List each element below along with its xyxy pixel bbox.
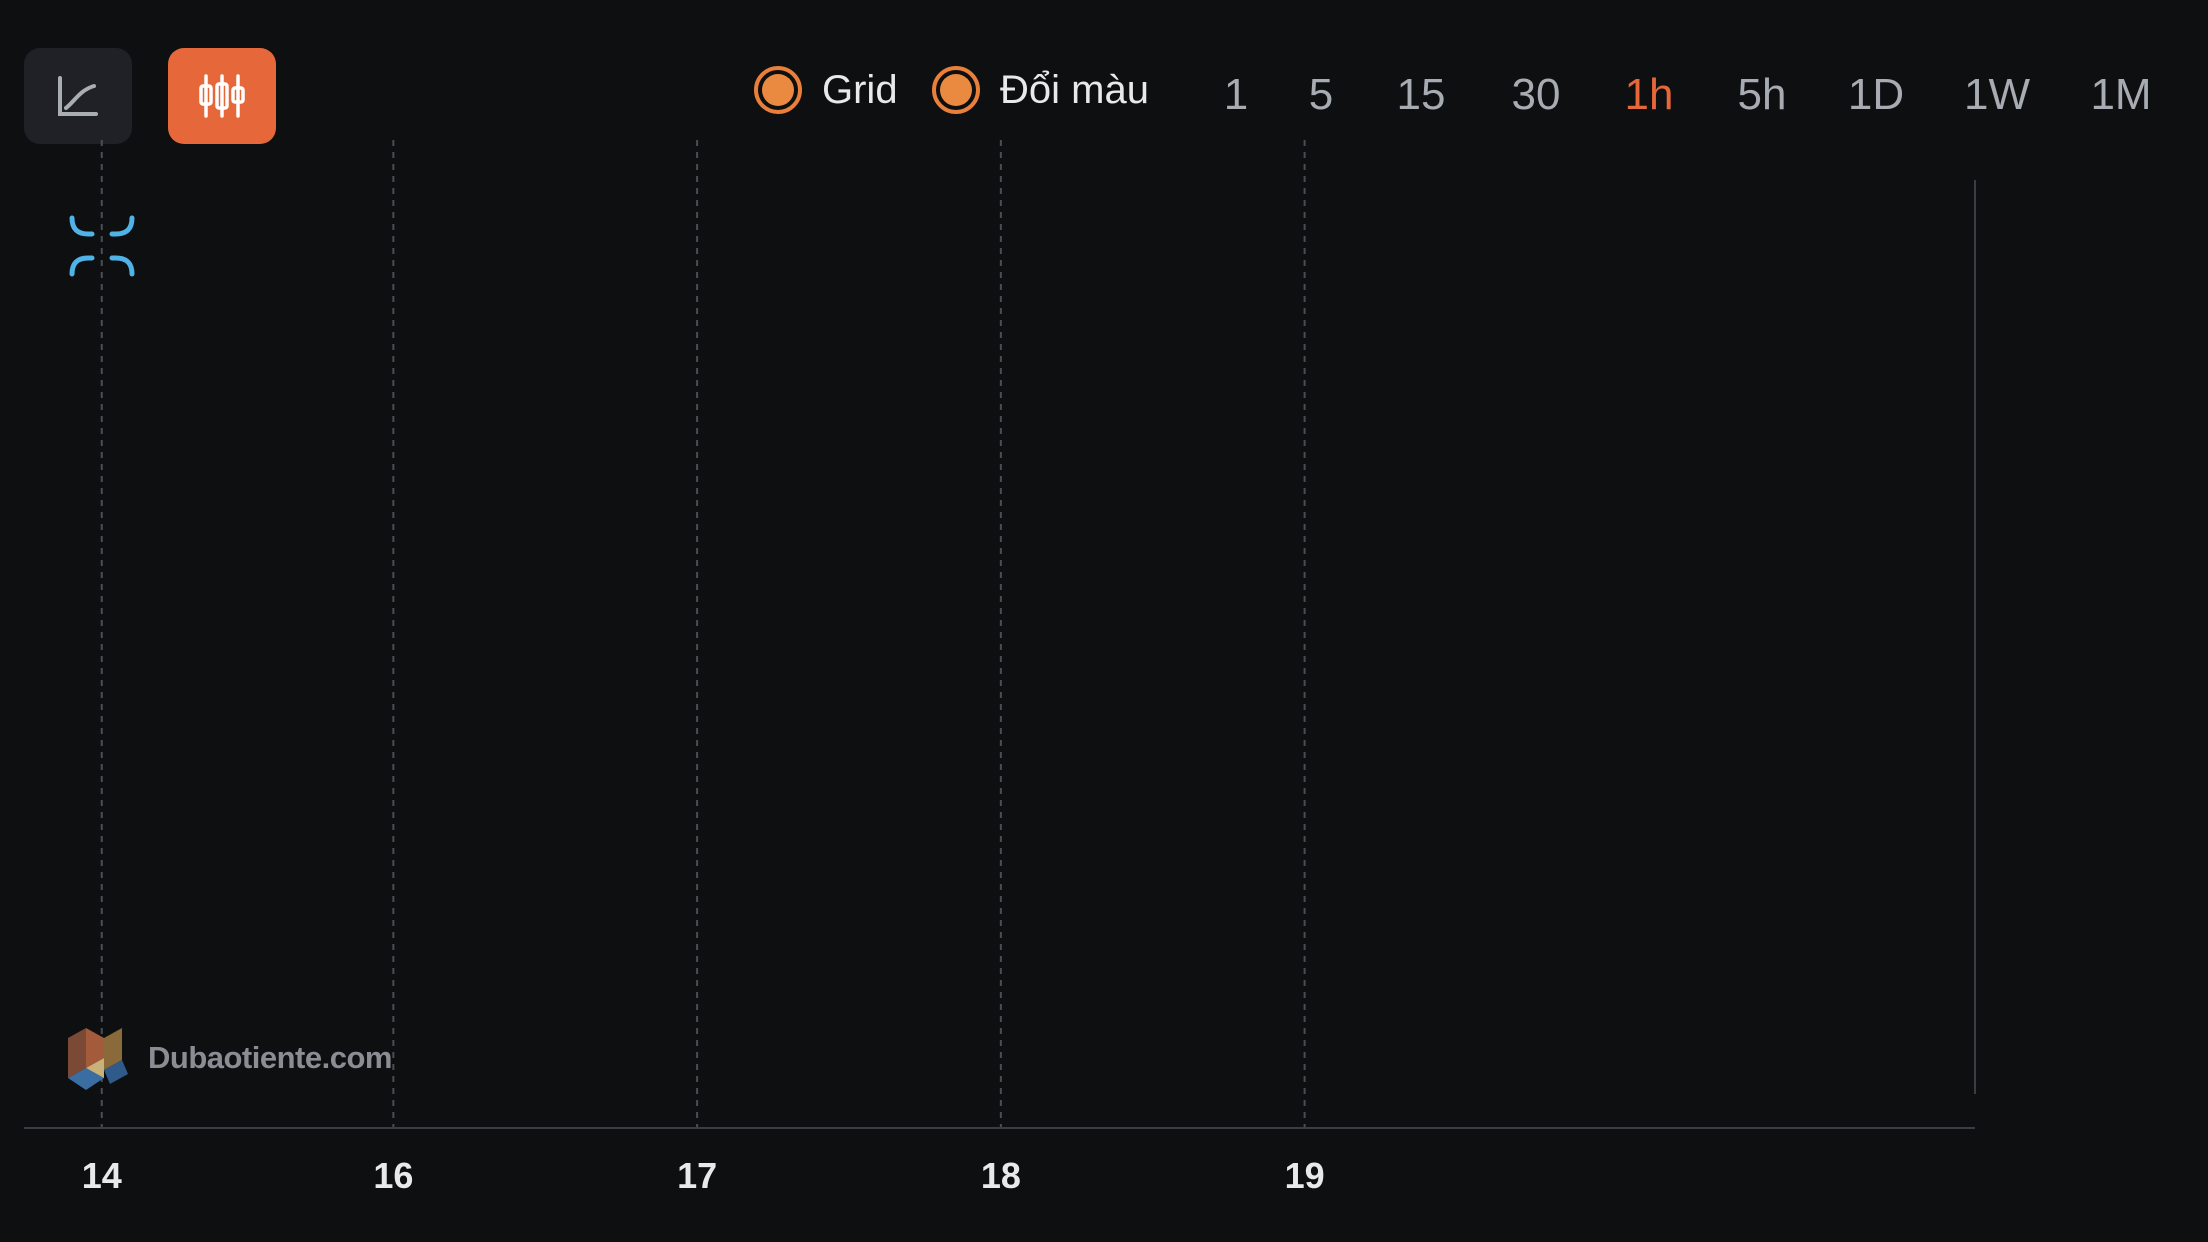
collapse-chart-button[interactable] <box>52 196 152 296</box>
timeframe-1m[interactable]: 1M <box>2090 70 2152 119</box>
timeframe-5h[interactable]: 5h <box>1737 70 1787 119</box>
line-chart-icon <box>58 76 98 116</box>
chart-grid <box>100 140 1306 1128</box>
timeframe-30[interactable]: 30 <box>1511 70 1561 119</box>
grid-radio-icon <box>754 66 802 114</box>
timeframe-1[interactable]: 1 <box>1223 70 1249 119</box>
chart-axes: 75.000074.000073.000072.000071.000014161… <box>24 180 1976 1196</box>
watermark-text: Dubaotiente.com <box>148 1040 392 1075</box>
candlestick-chart[interactable]: 75.000074.000073.000072.000071.000014161… <box>0 140 2208 1242</box>
candlestick-chart-button[interactable] <box>168 48 276 144</box>
x-tick-label: 18 <box>981 1155 1021 1196</box>
color-swap-toggle-label: Đổi màu <box>1000 67 1149 112</box>
color-swap-toggle[interactable]: Đổi màu <box>932 66 1149 114</box>
line-chart-button[interactable] <box>24 48 132 144</box>
timeframe-5[interactable]: 5 <box>1308 70 1334 119</box>
grid-toggle[interactable]: Grid <box>754 66 898 114</box>
x-tick-label: 14 <box>82 1155 122 1196</box>
collapse-icon <box>69 215 135 277</box>
x-tick-label: 17 <box>677 1155 717 1196</box>
candlestick-icon <box>199 74 245 118</box>
toolbar: Grid Đổi màu 1 5 15 30 1h 5h 1D 1W 1M <box>0 0 2208 150</box>
grid-toggle-label: Grid <box>822 67 898 112</box>
timeframe-1h[interactable]: 1h <box>1624 70 1674 119</box>
watermark: Dubaotiente.com <box>62 1018 392 1098</box>
timeframe-1d[interactable]: 1D <box>1847 70 1905 119</box>
dubaotiente-logo-icon <box>68 1028 128 1090</box>
x-tick-label: 16 <box>373 1155 413 1196</box>
x-tick-label: 19 <box>1285 1155 1325 1196</box>
color-swap-radio-icon <box>932 66 980 114</box>
timeframe-1w[interactable]: 1W <box>1964 70 2030 119</box>
timeframe-15[interactable]: 15 <box>1396 70 1446 119</box>
